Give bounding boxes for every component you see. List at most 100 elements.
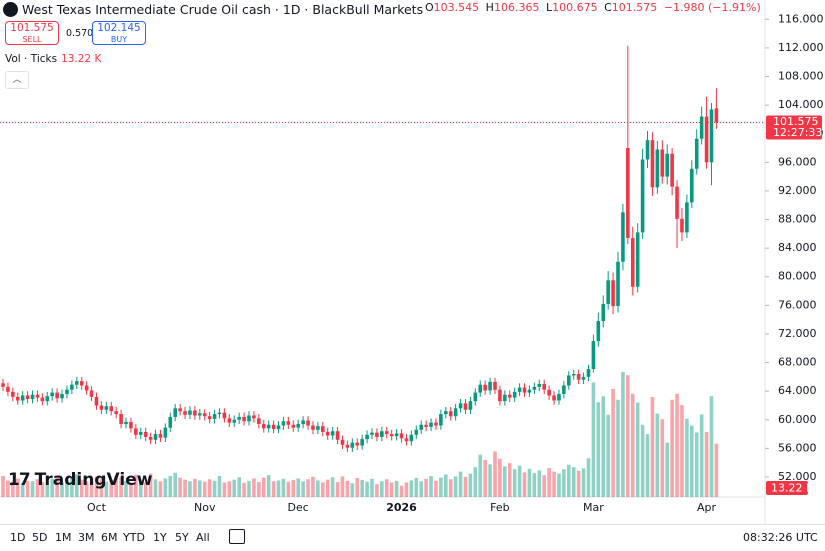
candle-body	[276, 425, 281, 430]
volume-bar	[635, 402, 640, 497]
y-tick-label: 76.000	[778, 298, 817, 311]
volume-bar	[571, 467, 576, 497]
volume-bar	[193, 478, 197, 497]
candle-body	[158, 434, 163, 438]
candle-body	[645, 140, 650, 160]
range-button[interactable]: All	[196, 531, 210, 544]
candle-body	[581, 376, 586, 380]
ohlc-value: 106.365	[493, 1, 540, 14]
volume-bar	[429, 476, 433, 497]
volume-bar	[439, 477, 443, 497]
range-button[interactable]: 1Y	[153, 531, 167, 544]
buy-label: BUY	[110, 35, 128, 44]
volume-bar	[473, 467, 478, 497]
candle-body	[134, 428, 138, 435]
volume-bar	[222, 482, 227, 497]
volume-bar	[124, 480, 128, 497]
volume-bar	[567, 464, 571, 497]
range-button[interactable]: 3M	[78, 531, 95, 544]
volume-bar	[335, 482, 340, 497]
candle-body	[434, 422, 438, 426]
candle-body	[424, 424, 428, 427]
volume-bar	[690, 425, 694, 497]
candle-body	[173, 408, 177, 417]
volume-bar	[202, 481, 207, 497]
candle-body	[350, 442, 355, 448]
date-range-button[interactable]	[229, 529, 245, 544]
range-button[interactable]: 6M	[101, 531, 118, 544]
candle-body	[286, 421, 291, 425]
range-button[interactable]: 1D	[10, 531, 26, 544]
volume-bar	[370, 478, 374, 497]
volume-bar	[714, 443, 719, 497]
range-button[interactable]: 5Y	[175, 531, 189, 544]
volume-bar	[183, 479, 187, 497]
range-button[interactable]: 5D	[32, 531, 48, 544]
volume-bar	[148, 473, 153, 497]
candle-body	[704, 116, 709, 163]
volume-tag	[766, 481, 808, 495]
candle-body	[527, 389, 532, 393]
volume-bar	[94, 476, 99, 497]
candle-body	[340, 439, 345, 445]
volume-bar	[576, 470, 581, 497]
volume-value: 13.22 K	[61, 53, 102, 65]
volume-bar	[675, 393, 679, 497]
candle-body	[6, 386, 10, 392]
candle-body	[65, 389, 69, 395]
candle-body	[15, 396, 20, 401]
candle-body	[483, 384, 487, 391]
candle-body	[399, 433, 404, 439]
volume-bar	[503, 466, 507, 497]
volume-bar	[380, 481, 384, 497]
volume-bar	[458, 471, 463, 497]
candle-body	[640, 159, 645, 233]
volume-bar	[557, 473, 561, 497]
candle-body	[79, 381, 84, 386]
volume-bar	[680, 405, 684, 497]
candle-body	[660, 149, 665, 177]
volume-bar	[1, 476, 5, 497]
volume-bar	[394, 480, 399, 497]
volume-bar	[562, 469, 566, 497]
candle-body	[183, 411, 187, 415]
collapse-button[interactable]: ︿	[5, 71, 29, 89]
candle-body	[119, 414, 123, 425]
volume-bar	[621, 372, 625, 497]
volume-bar	[522, 472, 527, 497]
volume-bar	[114, 475, 118, 497]
buy-button[interactable]: 102.145 BUY	[92, 21, 146, 45]
candle-body	[89, 390, 94, 397]
volume-title: Vol · Ticks	[5, 53, 58, 65]
volume-bar	[547, 467, 551, 497]
volume-bar	[55, 477, 59, 497]
candle-body	[439, 414, 443, 426]
candle-body	[621, 212, 625, 262]
logo-text: TradingView	[34, 470, 153, 490]
logo: 17 TradingView	[8, 470, 153, 490]
volume-bar	[104, 481, 109, 497]
candle-body	[316, 426, 320, 430]
candle-body	[389, 434, 394, 437]
volume-bar	[163, 478, 168, 497]
candle-body	[247, 415, 251, 422]
volume-bar	[198, 480, 202, 497]
volume-bar	[360, 480, 364, 497]
candle-body	[694, 138, 699, 169]
volume-bar	[99, 478, 104, 497]
candle-body	[321, 426, 325, 432]
volume-bar	[330, 477, 335, 497]
candle-body	[690, 168, 694, 203]
sell-button[interactable]: 101.575 SELL	[5, 21, 59, 45]
y-tick-label: 56.000	[778, 441, 817, 454]
volume-bar	[70, 476, 74, 497]
ohlc-letter: L	[545, 1, 553, 14]
candle-body	[193, 410, 197, 416]
volume-bar	[404, 482, 409, 497]
candle-body	[50, 392, 54, 397]
candle-body	[635, 232, 640, 287]
range-button[interactable]: YTD	[123, 531, 145, 544]
candle-body	[311, 425, 315, 430]
range-button[interactable]: 1M	[55, 531, 72, 544]
volume-bar	[384, 479, 389, 497]
